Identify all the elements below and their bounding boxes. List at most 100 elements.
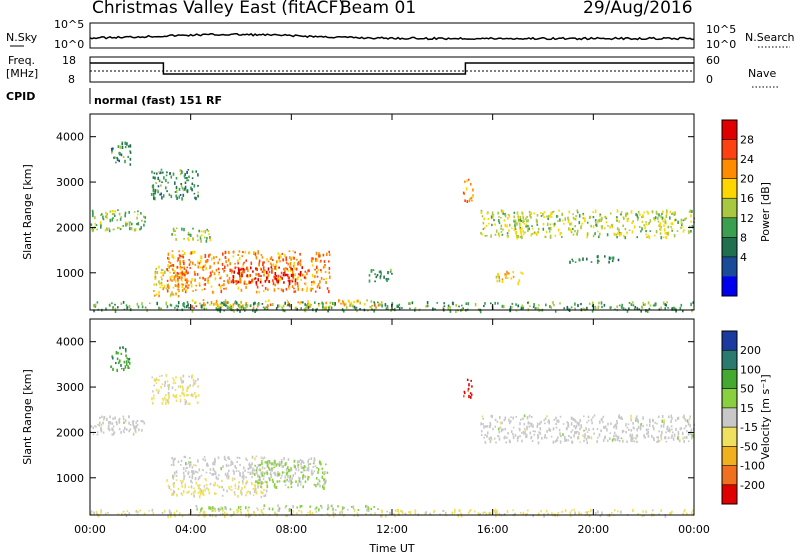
heatmap-cell	[522, 430, 525, 433]
heatmap-cell	[266, 472, 269, 476]
heatmap-cell	[182, 250, 184, 252]
heatmap-cell	[519, 235, 522, 239]
heatmap-cell	[142, 420, 145, 423]
heatmap-cell	[109, 210, 112, 213]
heatmap-cell	[549, 235, 552, 239]
heatmap-cell	[125, 354, 127, 358]
heatmap-cell	[570, 229, 572, 233]
heatmap-cell	[674, 218, 677, 221]
heatmap-cell	[204, 253, 207, 257]
heatmap-cell	[128, 415, 130, 418]
heatmap-cell	[190, 251, 193, 255]
heatmap-cell	[537, 307, 539, 311]
heatmap-cell	[176, 273, 179, 278]
heatmap-cell	[325, 463, 327, 466]
heatmap-cell	[187, 179, 189, 182]
heatmap-cell	[511, 227, 513, 229]
x-tick-label: 00:00	[74, 523, 106, 536]
heatmap-cell	[230, 485, 233, 488]
heatmap-cell	[483, 217, 485, 221]
heatmap-cell	[265, 489, 268, 493]
heatmap-cell	[102, 421, 104, 425]
heatmap-cell	[353, 305, 356, 309]
heatmap-cell	[229, 307, 231, 311]
heatmap-cell	[249, 471, 251, 476]
heatmap-cell	[521, 236, 523, 240]
heatmap-cell	[174, 284, 177, 287]
heatmap-cell	[185, 305, 188, 309]
heatmap-cell	[195, 284, 197, 287]
colorbar-tick-label: 200	[740, 344, 761, 357]
heatmap-cell	[223, 269, 226, 272]
heatmap-cell	[287, 301, 289, 304]
heatmap-cell	[639, 213, 641, 216]
heatmap-cell	[556, 215, 558, 218]
heatmap-cell	[692, 509, 694, 512]
heatmap-cell	[288, 286, 291, 290]
heatmap-cell	[102, 218, 105, 221]
heatmap-cell	[181, 279, 183, 282]
heatmap-cell	[237, 485, 240, 489]
heatmap-cell	[105, 307, 107, 311]
heatmap-cell	[203, 288, 206, 290]
heatmap-cell	[574, 230, 576, 233]
heatmap-cell	[127, 145, 130, 148]
heatmap-cell	[607, 225, 609, 227]
heatmap-cell	[687, 432, 690, 436]
heatmap-cell	[494, 508, 496, 512]
heatmap-cell	[231, 269, 233, 273]
heatmap-cell	[251, 471, 253, 475]
heatmap-cell	[219, 285, 222, 289]
heatmap-cell	[288, 281, 291, 286]
heatmap-cell	[188, 375, 190, 378]
heatmap-cell	[182, 388, 184, 392]
station-title: Christmas Valley East (fitACF)	[92, 0, 345, 18]
heatmap-cell	[300, 459, 303, 463]
heatmap-cell	[176, 285, 179, 288]
heatmap-cell	[559, 302, 561, 305]
x-tick-label: 00:00	[678, 523, 710, 536]
heatmap-cell	[285, 462, 287, 466]
heatmap-cell	[217, 507, 220, 510]
heatmap-cell	[211, 506, 214, 509]
heatmap-cell	[158, 171, 160, 173]
heatmap-cell	[222, 252, 224, 256]
heatmap-cell	[191, 309, 194, 313]
noise-right-label: N.Search	[745, 31, 795, 44]
heatmap-cell	[590, 509, 592, 513]
heatmap-cell	[264, 287, 267, 290]
heatmap-cell	[498, 234, 501, 238]
heatmap-cell	[124, 365, 127, 369]
heatmap-cell	[207, 280, 209, 284]
heatmap-cell	[573, 218, 576, 220]
heatmap-cell	[469, 392, 472, 395]
heatmap-cell	[320, 259, 322, 262]
heatmap-cell	[189, 260, 192, 264]
heatmap-cell	[522, 233, 525, 235]
heatmap-cell	[184, 401, 187, 406]
heatmap-cell	[307, 466, 310, 469]
heatmap-cell	[128, 362, 131, 365]
heatmap-cell	[175, 238, 177, 241]
heatmap-cell	[569, 436, 572, 439]
heatmap-cell	[493, 218, 495, 222]
heatmap-cell	[549, 214, 552, 218]
heatmap-cell	[300, 465, 303, 469]
heatmap-cell	[587, 435, 589, 439]
heatmap-cell	[315, 251, 318, 256]
heatmap-cell	[163, 396, 166, 400]
heatmap-cell	[569, 223, 571, 226]
heatmap-cell	[173, 275, 176, 279]
heatmap-cell	[274, 283, 276, 287]
heatmap-cell	[544, 235, 546, 238]
heatmap-cell	[218, 258, 221, 261]
heatmap-cell	[584, 434, 586, 438]
heatmap-cell	[241, 273, 243, 278]
heatmap-cell	[120, 302, 123, 306]
heatmap-cell	[220, 276, 222, 279]
heatmap-cell	[654, 234, 656, 237]
heatmap-cell	[152, 194, 155, 198]
heatmap-cell	[602, 415, 605, 418]
heatmap-cell	[377, 304, 380, 307]
heatmap-cell	[462, 307, 464, 310]
